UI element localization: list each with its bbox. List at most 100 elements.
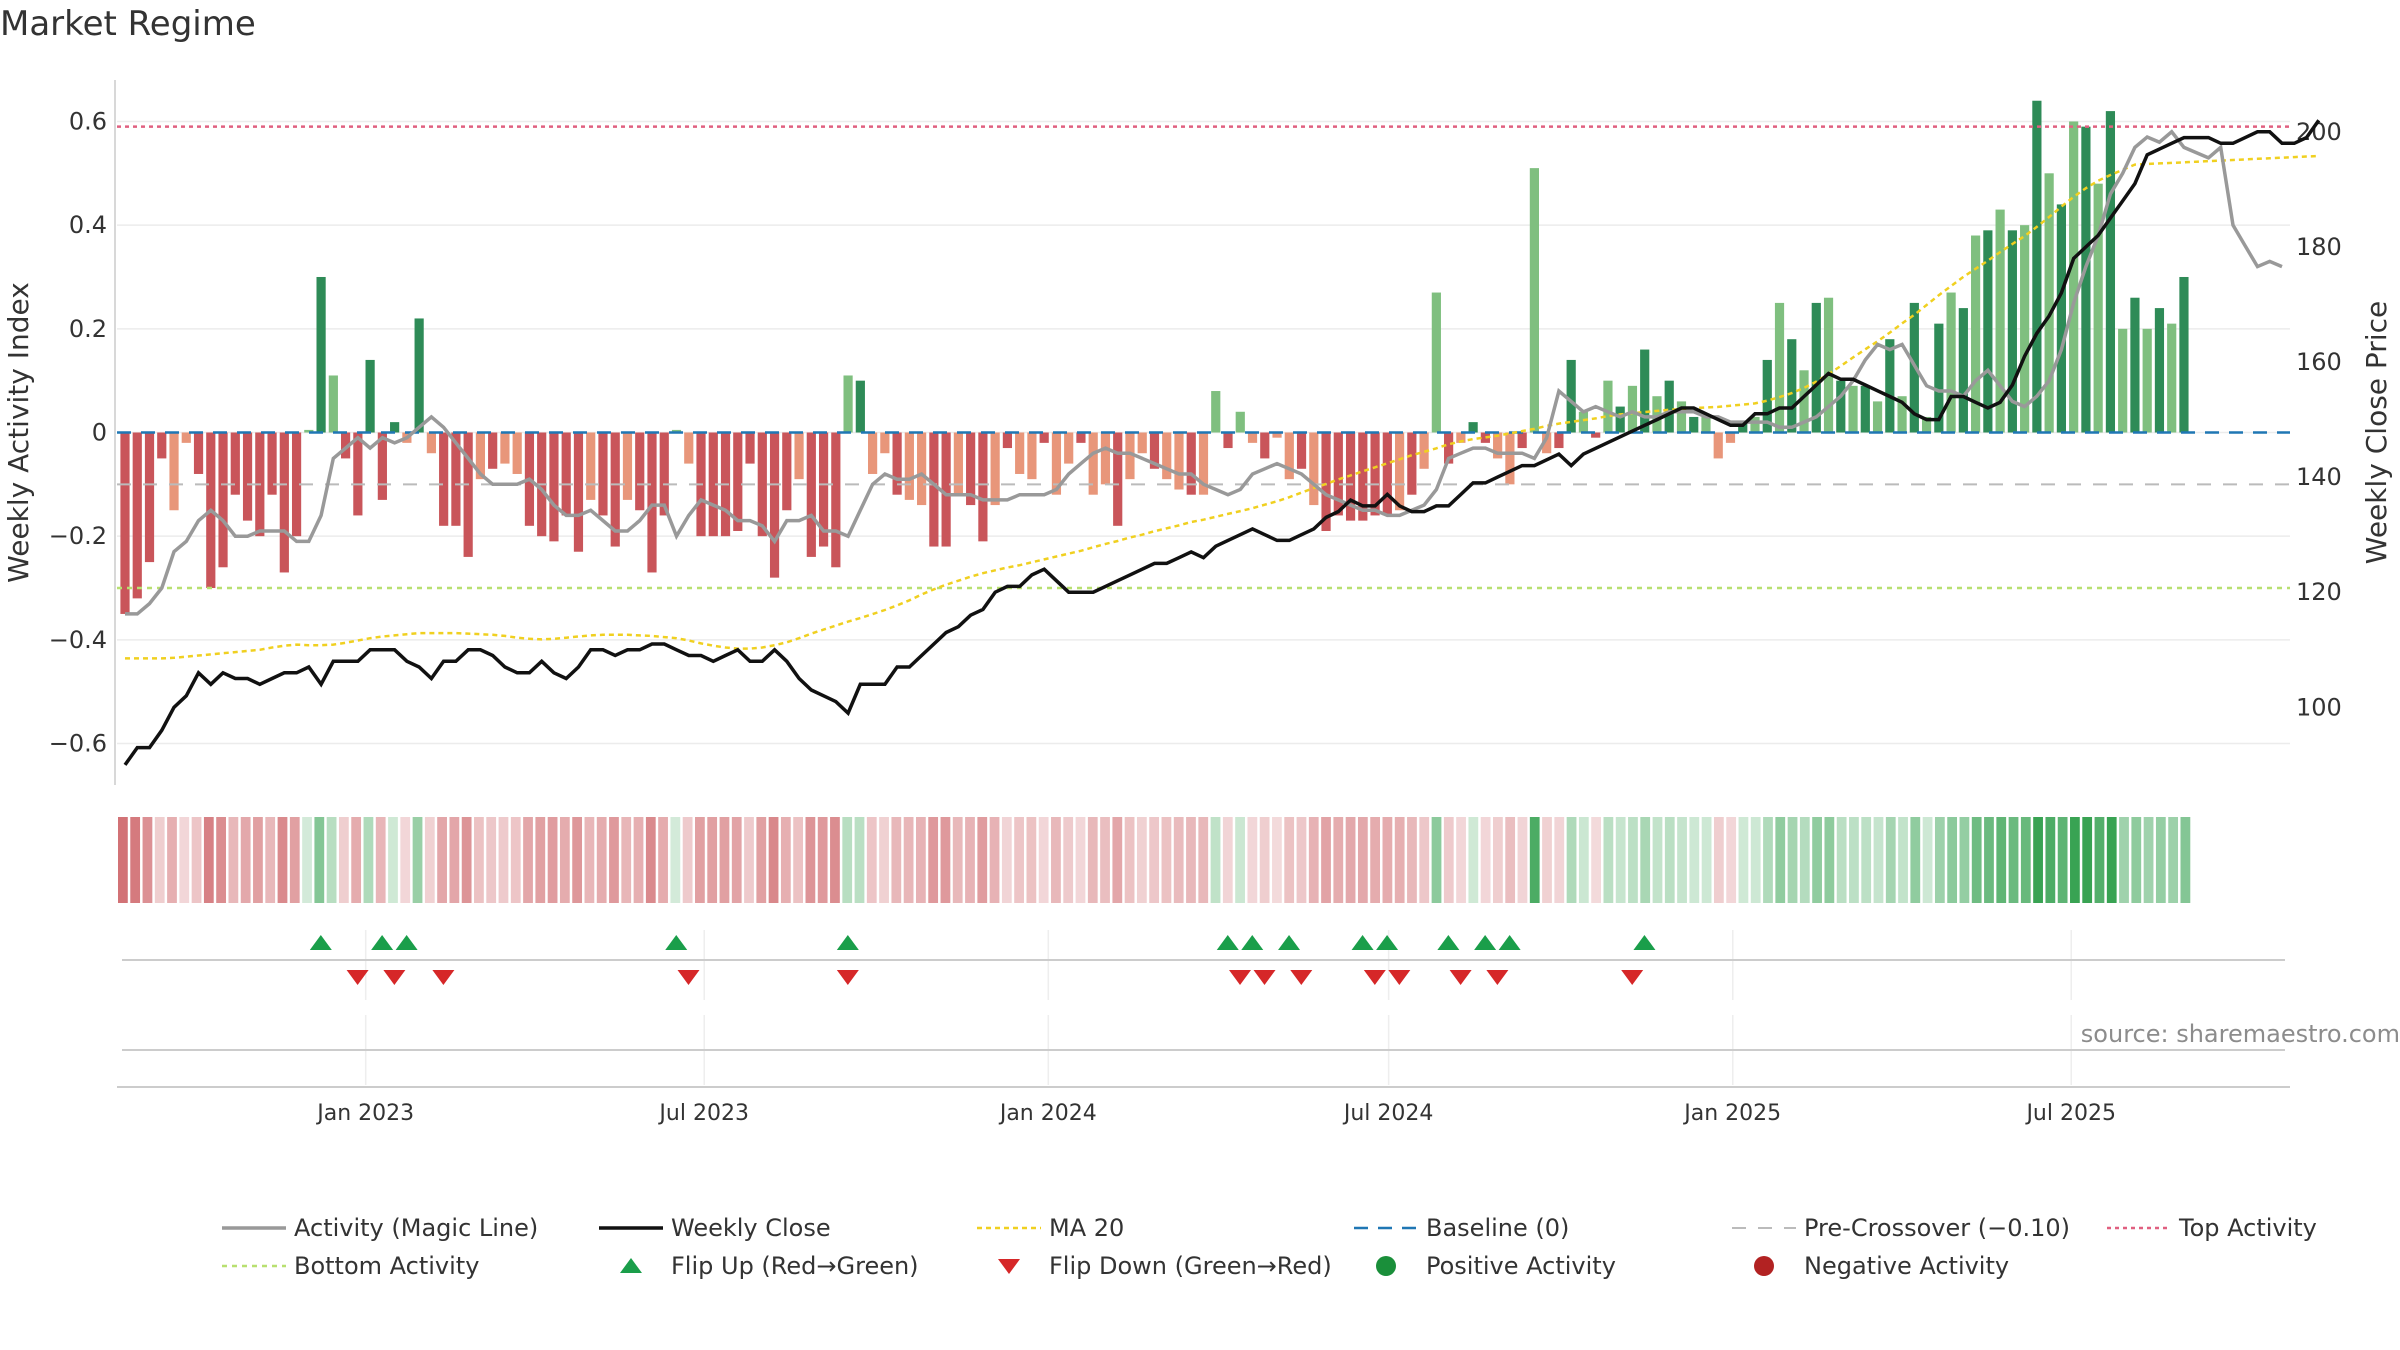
regime-cell <box>1493 817 1503 903</box>
regime-cell <box>793 817 804 903</box>
regime-cell <box>1799 817 1810 903</box>
activity-bar <box>929 432 939 547</box>
regime-cell <box>1542 817 1552 903</box>
activity-bar <box>2081 126 2091 433</box>
y-axis-label: Weekly Activity Index <box>2 282 35 583</box>
regime-cell <box>817 817 828 903</box>
top-legend-swatch <box>2105 1210 2175 1246</box>
regime-cell <box>2119 817 2129 903</box>
activity-bar <box>843 375 853 433</box>
regime-cell <box>1222 817 1233 903</box>
activity-bar <box>733 432 743 531</box>
regime-cell <box>142 817 153 903</box>
x-tick-label: Jan 2024 <box>998 1101 1097 1126</box>
weekly-close-line <box>123 119 2321 766</box>
regime-cell <box>756 817 767 903</box>
activity-bar <box>1971 235 1981 433</box>
negative-legend-swatch <box>1730 1248 1800 1284</box>
regime-cell <box>424 817 435 903</box>
regime-cell <box>633 817 644 903</box>
activity-bar <box>1382 432 1392 516</box>
regime-cell <box>1910 817 1921 903</box>
regime-cell <box>940 817 951 903</box>
regime-cell <box>2155 817 2166 903</box>
legend-label: Top Activity <box>2179 1214 2317 1242</box>
regime-cell <box>1836 817 1847 903</box>
activity-bar <box>769 432 780 578</box>
regime-cell <box>1775 817 1786 903</box>
legend-item-positive: Positive Activity <box>1352 1248 1616 1284</box>
activity-bar <box>1480 432 1490 443</box>
legend: Activity (Magic Line) Weekly Close MA 20 Ba… <box>0 1210 2400 1290</box>
legend-item-bottom: Bottom Activity <box>220 1248 479 1284</box>
legend-label: Negative Activity <box>1804 1252 2010 1280</box>
regime-cell <box>375 817 386 903</box>
flip-down-marker <box>1229 970 1252 985</box>
regime-cell <box>1922 817 1933 903</box>
regime-cell <box>2070 817 2080 903</box>
activity-bar <box>1027 432 1037 480</box>
activity-bar <box>1394 432 1405 511</box>
regime-cell <box>1615 817 1626 903</box>
regime-cell <box>1063 817 1074 903</box>
positive-legend-swatch <box>1352 1248 1422 1284</box>
activity-bar <box>2020 225 2030 433</box>
regime-cell <box>2057 817 2068 903</box>
flip-down-marker <box>383 970 406 985</box>
regime-cell <box>1529 817 1540 903</box>
bottom-panel <box>122 1015 2285 1085</box>
activity-bar <box>1713 432 1723 459</box>
activity-bar <box>2007 230 2017 433</box>
activity-bar <box>1260 432 1270 459</box>
regime-cell <box>253 817 263 903</box>
flip-down-marker <box>677 970 700 985</box>
activity-bar <box>1983 230 1993 433</box>
activity-bar <box>488 432 498 469</box>
regime-cell <box>1689 817 1700 903</box>
flip-up-marker <box>1351 935 1374 950</box>
regime-cell <box>1333 817 1344 903</box>
activity-bar <box>1848 385 1858 433</box>
activity-bar <box>1664 380 1674 433</box>
close-legend-swatch <box>597 1210 667 1246</box>
activity-bar <box>304 429 314 433</box>
regime-cell <box>498 817 509 903</box>
legend-item-flipdown: Flip Down (Green→Red) <box>975 1248 1332 1284</box>
regime-cell <box>1075 817 1086 903</box>
activity-bar <box>990 432 1000 506</box>
activity-bar <box>1211 391 1221 433</box>
activity-bar <box>1750 416 1760 433</box>
activity-bar <box>353 432 363 516</box>
regime-cell <box>302 817 312 903</box>
activity-bar <box>1137 432 1147 454</box>
regime-cell <box>2045 817 2056 903</box>
activity-bar <box>586 432 596 500</box>
regime-cell <box>1640 817 1651 903</box>
flip-markers-panel <box>122 930 2285 1000</box>
activity-bar <box>1493 432 1503 459</box>
regime-cell <box>780 817 791 903</box>
regime-cell <box>1812 817 1822 903</box>
activity-bar <box>1738 422 1748 433</box>
activity-bar <box>1676 401 1687 433</box>
flip-down-marker <box>1621 970 1644 985</box>
flip-up-marker <box>1216 935 1239 950</box>
flip-up-marker <box>1474 935 1497 950</box>
regime-cell <box>289 817 300 903</box>
activity-bar <box>2167 323 2177 433</box>
activity-bar <box>218 432 228 568</box>
regime-cell <box>1701 817 1712 903</box>
regime-cell <box>854 817 865 903</box>
activity-bar <box>1100 432 1111 485</box>
activity-bar <box>1174 432 1184 490</box>
regime-cell <box>2082 817 2093 903</box>
regime-cell <box>1947 817 1958 903</box>
activity-bar <box>1333 432 1343 516</box>
regime-cell <box>977 817 988 903</box>
regime-cell <box>928 817 939 903</box>
activity-bar <box>291 432 302 537</box>
regime-cell <box>449 817 460 903</box>
activity-bar <box>1640 349 1650 433</box>
regime-cell <box>2033 817 2043 903</box>
regime-cell <box>805 817 816 903</box>
